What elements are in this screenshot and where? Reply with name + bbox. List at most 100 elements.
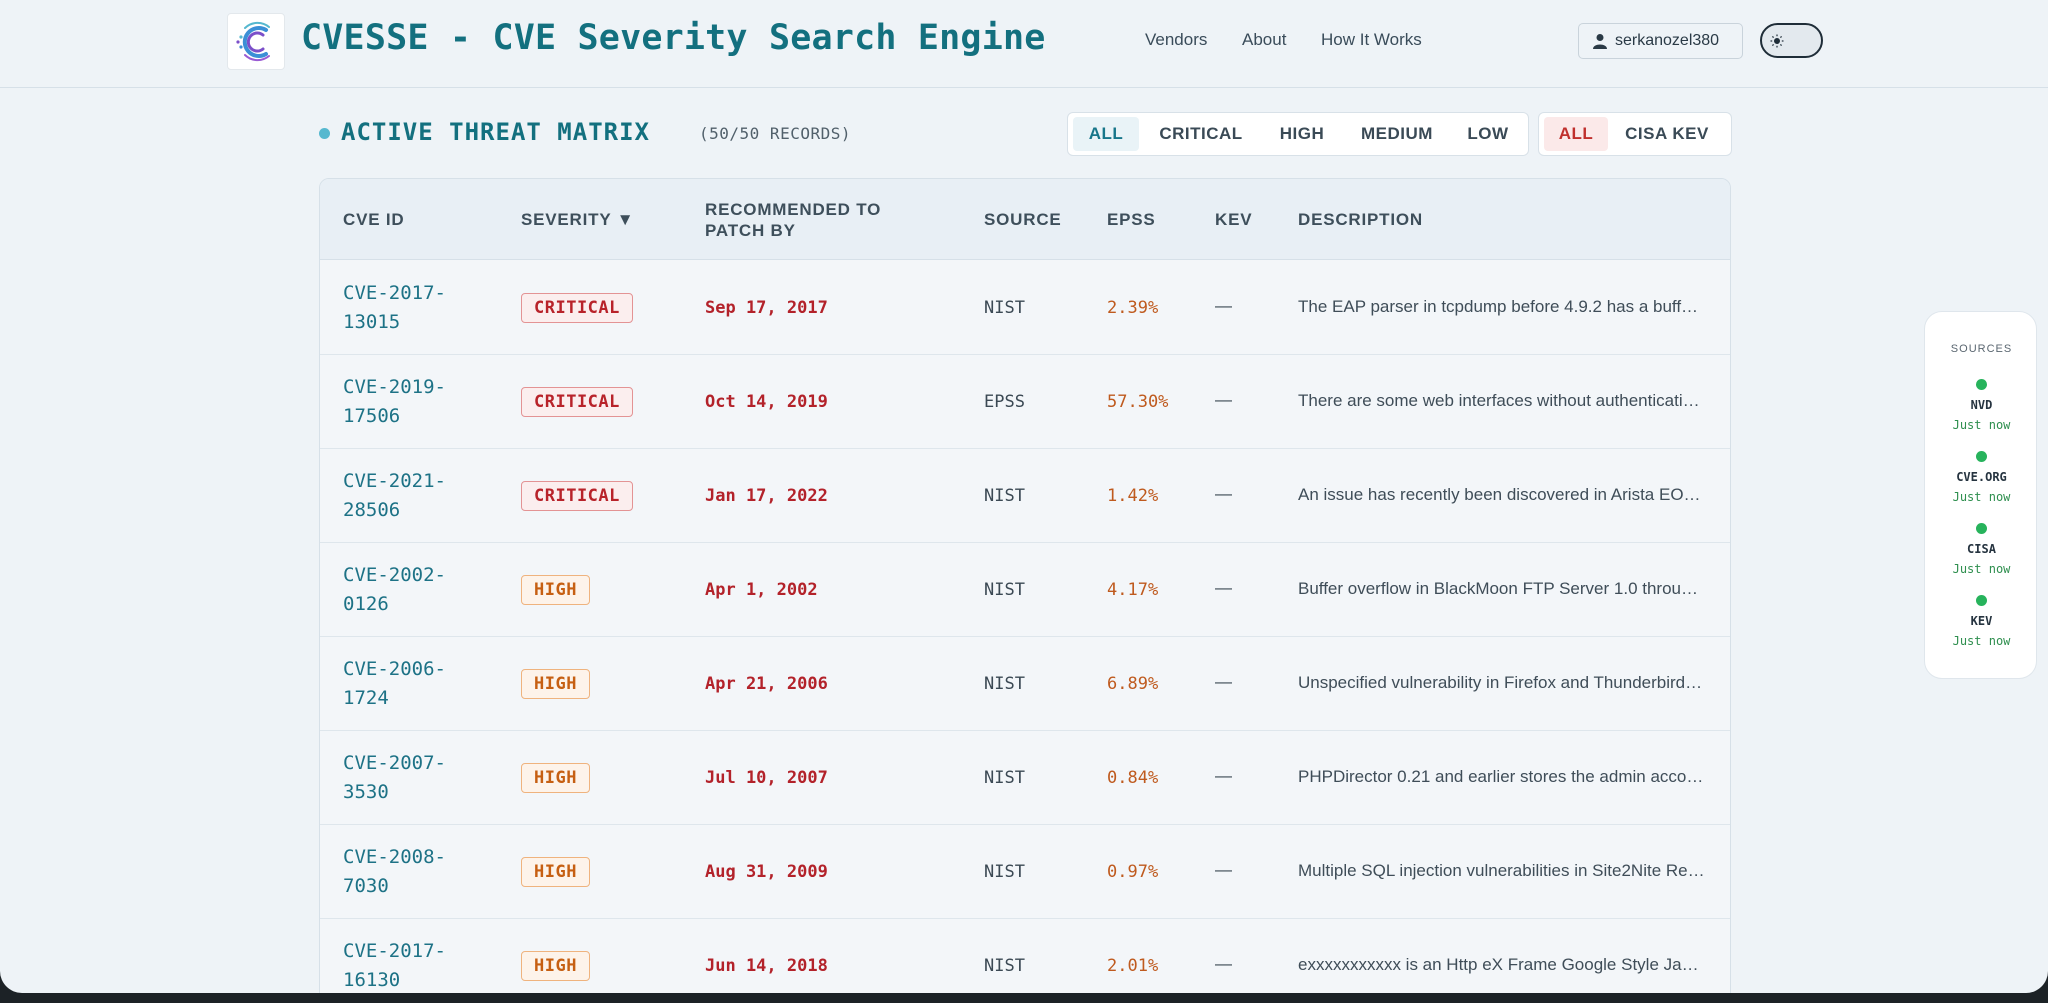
cve-id-link[interactable]: CVE-2017- 16130 bbox=[343, 937, 446, 993]
filter-severity-low[interactable]: LOW bbox=[1467, 124, 1509, 143]
cve-id-line2: 13015 bbox=[343, 311, 401, 333]
table-row[interactable]: CVE-2006- 1724 HIGH Apr 21, 2006 NIST 6.89% — U… bbox=[320, 637, 1730, 731]
cve-id-link[interactable]: CVE-2021- 28506 bbox=[343, 467, 446, 525]
epss-value: 1.42% bbox=[1107, 486, 1159, 506]
source-name: KEV bbox=[1970, 614, 1993, 628]
cve-id-link[interactable]: CVE-2017- 13015 bbox=[343, 279, 446, 337]
source-updated-time: Just now bbox=[1952, 490, 2011, 504]
source-status-item: NVD Just now bbox=[1925, 379, 2038, 432]
cve-id-link[interactable]: CVE-2002- 0126 bbox=[343, 561, 446, 619]
cve-id-line1: CVE-2002- bbox=[343, 564, 446, 586]
epss-value: 2.39% bbox=[1107, 298, 1159, 318]
table-row[interactable]: CVE-2017- 16130 HIGH Jun 14, 2018 NIST 2.01% —… bbox=[320, 919, 1730, 993]
description-text: Multiple SQL injection vulnerabilities i… bbox=[1298, 861, 1705, 880]
user-icon bbox=[1593, 33, 1607, 49]
severity-badge: HIGH bbox=[521, 763, 590, 793]
patch-by-date: Jan 17, 2022 bbox=[705, 486, 828, 506]
cve-id-line1: CVE-2017- bbox=[343, 940, 446, 962]
description-text: There are some web interfaces without au… bbox=[1298, 391, 1700, 410]
app-logo[interactable] bbox=[227, 13, 285, 70]
cve-id-link[interactable]: CVE-2008- 7030 bbox=[343, 843, 446, 901]
cve-id-line2: 3530 bbox=[343, 781, 389, 803]
description-text: The EAP parser in tcpdump before 4.9.2 h… bbox=[1298, 297, 1699, 316]
nav-vendors[interactable]: Vendors bbox=[1145, 30, 1208, 49]
table-row[interactable]: CVE-2017- 13015 CRITICAL Sep 17, 2017 NIST 2.… bbox=[320, 261, 1730, 355]
severity-badge: HIGH bbox=[521, 951, 590, 981]
kev-value: — bbox=[1215, 860, 1232, 879]
filter-kev-all[interactable]: ALL bbox=[1544, 117, 1608, 151]
severity-badge: HIGH bbox=[521, 669, 590, 699]
column-header-kev[interactable]: KEV bbox=[1215, 210, 1253, 229]
cve-id-line1: CVE-2006- bbox=[343, 658, 446, 680]
cve-id-line2: 16130 bbox=[343, 969, 401, 991]
severity-badge: CRITICAL bbox=[521, 481, 633, 511]
description-text: Unspecified vulnerability in Firefox and… bbox=[1298, 673, 1703, 692]
table-row[interactable]: CVE-2008- 7030 HIGH Aug 31, 2009 NIST 0.97% — M… bbox=[320, 825, 1730, 919]
epss-value: 57.30% bbox=[1107, 392, 1169, 412]
kev-value: — bbox=[1215, 390, 1232, 409]
nav-about[interactable]: About bbox=[1242, 30, 1287, 49]
patch-by-date: Jun 14, 2018 bbox=[705, 956, 828, 976]
cve-id-line2: 7030 bbox=[343, 875, 389, 897]
severity-badge: CRITICAL bbox=[521, 387, 633, 417]
cve-id-line1: CVE-2007- bbox=[343, 752, 446, 774]
epss-value: 0.84% bbox=[1107, 768, 1159, 788]
table-row[interactable]: CVE-2021- 28506 CRITICAL Jan 17, 2022 NIST 1.… bbox=[320, 449, 1730, 543]
cve-id-line1: CVE-2021- bbox=[343, 470, 446, 492]
patch-by-date: Aug 31, 2009 bbox=[705, 862, 828, 882]
theme-toggle[interactable] bbox=[1760, 23, 1823, 58]
severity-filter-group: ALL CRITICAL HIGH MEDIUM LOW bbox=[1067, 112, 1529, 156]
kev-value: — bbox=[1215, 578, 1232, 597]
kev-value: — bbox=[1215, 672, 1232, 691]
status-dot-icon bbox=[1976, 595, 1987, 606]
source-name: CISA bbox=[1967, 542, 1996, 556]
nav-how-it-works[interactable]: How It Works bbox=[1321, 30, 1422, 49]
table-row[interactable]: CVE-2019- 17506 CRITICAL Oct 14, 2019 EPSS 57… bbox=[320, 355, 1730, 449]
filter-severity-medium[interactable]: MEDIUM bbox=[1361, 124, 1433, 143]
table-row[interactable]: CVE-2007- 3530 HIGH Jul 10, 2007 NIST 0.84% — P… bbox=[320, 731, 1730, 825]
source-value: NIST bbox=[984, 674, 1025, 694]
patch-by-date: Jul 10, 2007 bbox=[705, 768, 828, 788]
column-header-source[interactable]: SOURCE bbox=[984, 210, 1062, 229]
source-value: NIST bbox=[984, 862, 1025, 882]
source-updated-time: Just now bbox=[1952, 562, 2011, 576]
source-name: CVE.ORG bbox=[1956, 470, 2007, 484]
kev-value: — bbox=[1215, 954, 1232, 973]
filter-severity-all[interactable]: ALL bbox=[1073, 117, 1139, 151]
description-text: PHPDirector 0.21 and earlier stores the … bbox=[1298, 767, 1704, 786]
cve-id-link[interactable]: CVE-2007- 3530 bbox=[343, 749, 446, 807]
threat-table: CVE ID SEVERITY ▼ RECOMMENDED TO PATCH B… bbox=[319, 178, 1731, 993]
patch-by-date: Apr 1, 2002 bbox=[705, 580, 818, 600]
user-menu-button[interactable]: serkanozel380 bbox=[1578, 23, 1743, 59]
kev-filter-group: ALL CISA KEV bbox=[1538, 112, 1732, 156]
filter-severity-high[interactable]: HIGH bbox=[1279, 124, 1325, 143]
top-header: CVESSE - CVE Severity Search Engine Vend… bbox=[0, 0, 2048, 88]
column-header-description[interactable]: DESCRIPTION bbox=[1298, 210, 1423, 229]
cve-id-link[interactable]: CVE-2006- 1724 bbox=[343, 655, 446, 713]
cve-id-link[interactable]: CVE-2019- 17506 bbox=[343, 373, 446, 431]
sun-icon bbox=[1767, 31, 1787, 51]
cve-id-line2: 17506 bbox=[343, 405, 401, 427]
sources-panel-title: SOURCES bbox=[1950, 343, 2013, 355]
patch-by-date: Apr 21, 2006 bbox=[705, 674, 828, 694]
column-header-severity[interactable]: SEVERITY ▼ bbox=[521, 210, 635, 229]
filter-severity-critical[interactable]: CRITICAL bbox=[1159, 124, 1243, 143]
source-value: NIST bbox=[984, 768, 1025, 788]
column-header-epss[interactable]: EPSS bbox=[1107, 210, 1156, 229]
filter-kev-cisa[interactable]: CISA KEV bbox=[1625, 124, 1709, 143]
cve-id-line1: CVE-2019- bbox=[343, 376, 446, 398]
column-header-patch-by-line1: RECOMMENDED TO bbox=[705, 200, 882, 219]
source-updated-time: Just now bbox=[1952, 634, 2011, 648]
source-value: EPSS bbox=[984, 392, 1025, 412]
column-header-cve-id[interactable]: CVE ID bbox=[343, 210, 405, 229]
column-header-patch-by[interactable]: RECOMMENDED TO PATCH BY bbox=[705, 199, 881, 241]
severity-badge: HIGH bbox=[521, 575, 590, 605]
kev-value: — bbox=[1215, 484, 1232, 503]
records-count: (50/50 RECORDS) bbox=[699, 124, 851, 143]
table-row[interactable]: CVE-2002- 0126 HIGH Apr 1, 2002 NIST 4.17% — Bu… bbox=[320, 543, 1730, 637]
source-status-item: CISA Just now bbox=[1925, 523, 2038, 576]
source-name: NVD bbox=[1970, 398, 1993, 412]
source-status-item: KEV Just now bbox=[1925, 595, 2038, 648]
description-text: exxxxxxxxxxx is an Http eX Frame Google … bbox=[1298, 955, 1699, 974]
